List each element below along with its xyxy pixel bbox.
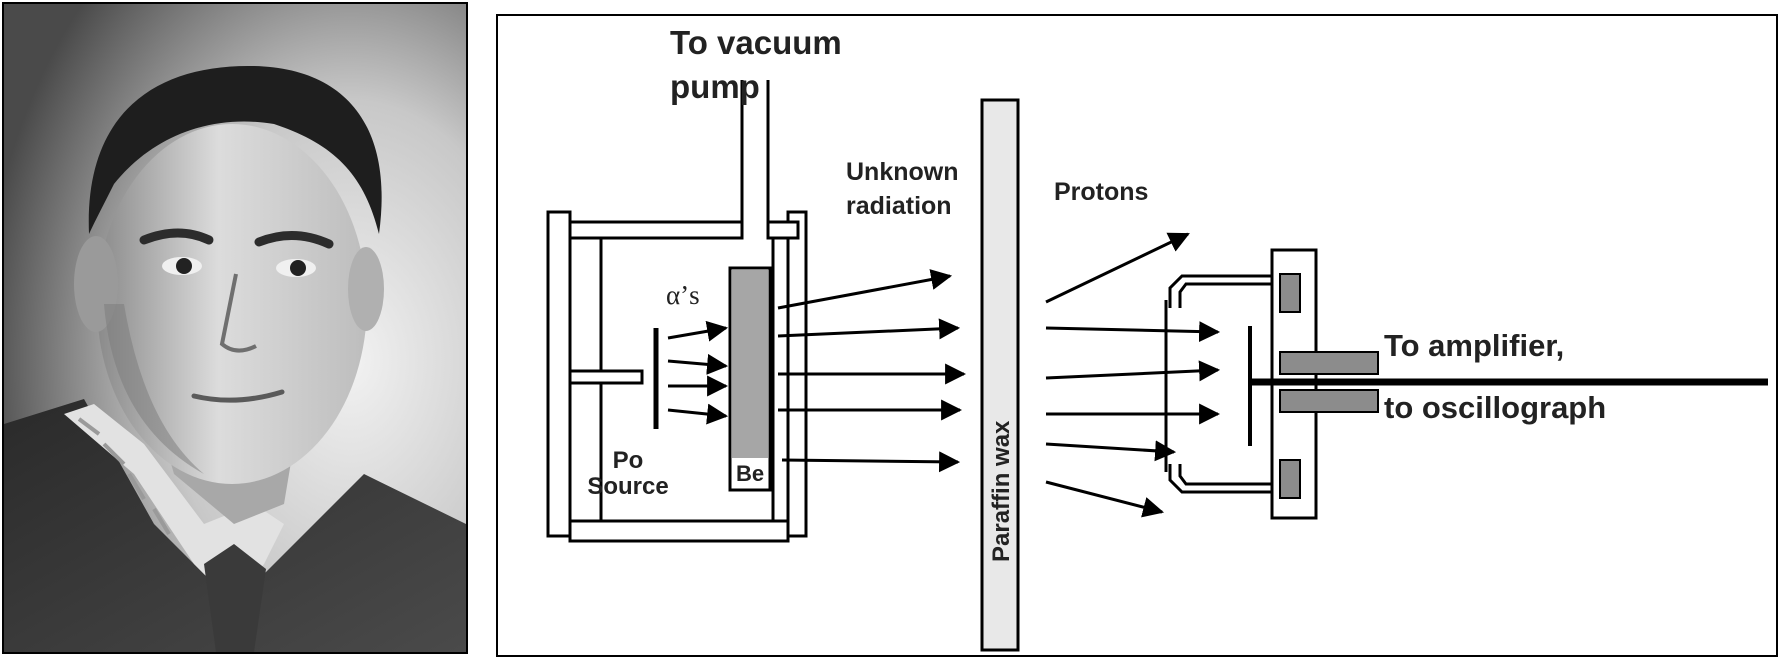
alphas-label: α’s	[666, 280, 700, 310]
protons-label: Protons	[1054, 178, 1148, 206]
vacuum-label-line1: To vacuum	[670, 24, 842, 61]
alpha-arrows	[667, 320, 729, 425]
experiment-diagram: To vacuum pump α’s Po Source Be Unknown …	[496, 14, 1778, 657]
unknown-radiation-arrows	[777, 269, 967, 473]
po-source	[568, 328, 659, 429]
chamber-top-wall-left	[568, 220, 744, 240]
amplifier-label-line2: to oscillograph	[1384, 390, 1606, 425]
paraffin-wax-label: Paraffin wax	[988, 420, 1015, 562]
vacuum-label-line2: pump	[670, 68, 760, 105]
vacuum-pump-tube	[740, 80, 770, 222]
paraffin-wax-slab	[980, 98, 1020, 652]
chamber-left-wall	[546, 210, 572, 538]
amplifier-label-line1: To amplifier,	[1384, 328, 1564, 363]
detector	[1164, 248, 1768, 520]
portrait-photo	[2, 2, 468, 654]
proton-arrows	[1045, 232, 1221, 518]
beryllium-target	[728, 266, 772, 492]
be-label: Be	[736, 461, 764, 486]
po-source-label-line2: Source	[587, 473, 668, 500]
po-source-label-line1: Po	[613, 447, 644, 474]
portrait-image	[4, 4, 466, 652]
experiment-diagram-svg: To vacuum pump α’s Po Source Be Unknown …	[546, 24, 1768, 652]
chamber-top-wall-right	[766, 220, 800, 240]
chamber-bottom-wall	[568, 519, 790, 543]
unknown-radiation-label-line2: radiation	[846, 192, 952, 220]
unknown-radiation-label-line1: Unknown	[846, 158, 959, 186]
